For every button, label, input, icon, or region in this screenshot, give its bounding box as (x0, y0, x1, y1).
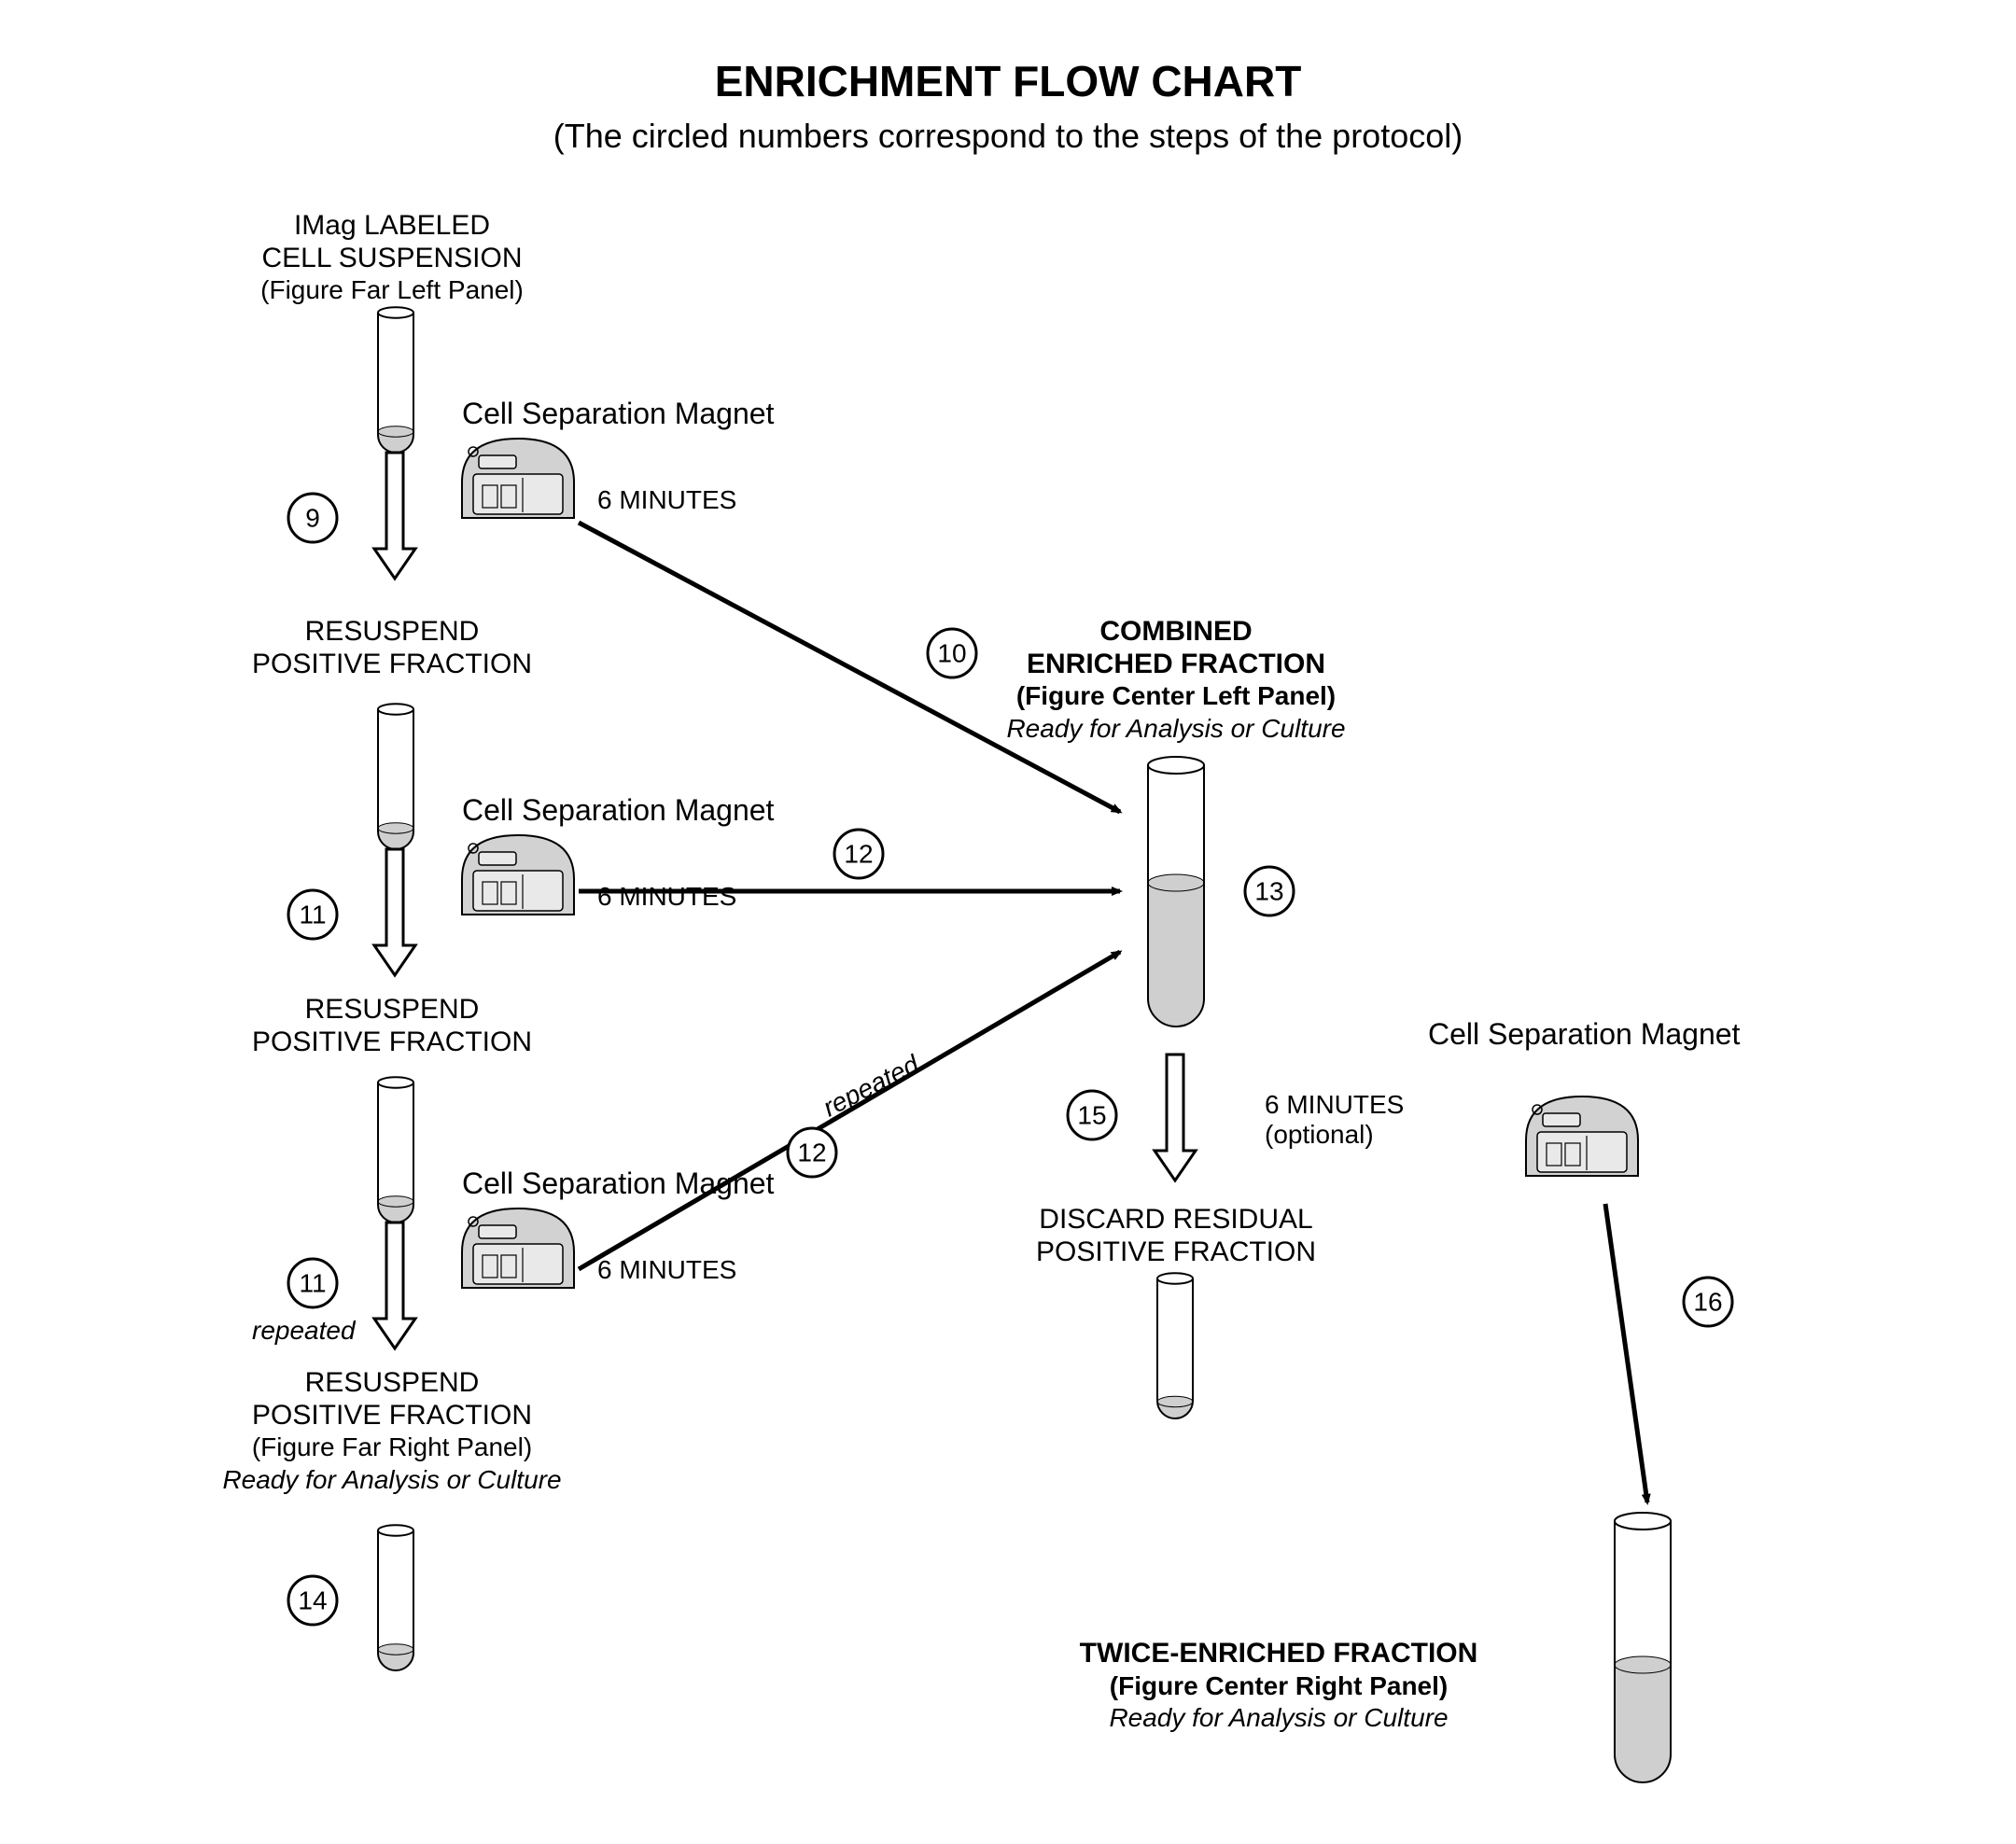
node-resuspend-final-l1: RESUSPEND (305, 1367, 480, 1398)
node-resuspend-1-l2: POSITIVE FRACTION (252, 649, 532, 679)
node-combined-l3: (Figure Center Left Panel) (1016, 681, 1336, 710)
node-twice-l1: TWICE-ENRICHED FRACTION (1080, 1638, 1478, 1669)
node-resuspend-final: RESUSPEND POSITIVE FRACTION (Figure Far … (149, 1367, 635, 1496)
node-start: IMag LABELED CELL SUSPENSION (Figure Far… (187, 210, 597, 307)
repeated-label-2: repeated (819, 1050, 924, 1124)
repeated-label-1: repeated (252, 1316, 356, 1346)
svg-text:14: 14 (298, 1586, 327, 1615)
magnet-label-3: Cell Separation Magnet (462, 1166, 774, 1201)
chart-subtitle: (The circled numbers correspond to the s… (0, 117, 2016, 156)
node-resuspend-final-l4: Ready for Analysis or Culture (222, 1465, 561, 1494)
node-resuspend-1-l1: RESUSPEND (305, 616, 480, 647)
minutes-1: 6 MINUTES (597, 485, 736, 515)
svg-text:13: 13 (1254, 877, 1283, 906)
node-twice-l3: Ready for Analysis or Culture (1109, 1703, 1448, 1732)
node-resuspend-2-l1: RESUSPEND (305, 994, 480, 1025)
minutes-2: 6 MINUTES (597, 882, 736, 912)
node-start-l3: (Figure Far Left Panel) (260, 275, 524, 304)
node-combined-l4: Ready for Analysis or Culture (1006, 714, 1345, 743)
magnet-label-2: Cell Separation Magnet (462, 793, 774, 828)
svg-text:12: 12 (797, 1139, 826, 1167)
magnet-label-1: Cell Separation Magnet (462, 397, 774, 431)
node-discard: DISCARD RESIDUAL POSITIVE FRACTION (971, 1204, 1381, 1268)
node-combined-l1: COMBINED (1099, 616, 1252, 647)
node-discard-l2: POSITIVE FRACTION (1036, 1236, 1316, 1267)
flowchart-canvas: ENRICHMENT FLOW CHART (The circled numbe… (0, 0, 2016, 1844)
svg-text:9: 9 (305, 504, 320, 533)
svg-text:12: 12 (844, 840, 873, 869)
node-combined: COMBINED ENRICHED FRACTION (Figure Cente… (933, 616, 1419, 745)
node-twice: TWICE-ENRICHED FRACTION (Figure Center R… (999, 1638, 1559, 1735)
node-resuspend-2-l2: POSITIVE FRACTION (252, 1027, 532, 1057)
node-discard-l1: DISCARD RESIDUAL (1039, 1204, 1312, 1235)
magnet-label-4: Cell Separation Magnet (1428, 1017, 1740, 1052)
node-resuspend-1: RESUSPEND POSITIVE FRACTION (187, 616, 597, 680)
node-resuspend-final-l3: (Figure Far Right Panel) (252, 1432, 532, 1461)
minutes-4-l2: (optional) (1265, 1120, 1374, 1149)
node-start-l2: CELL SUSPENSION (262, 243, 523, 273)
svg-text:15: 15 (1077, 1101, 1106, 1130)
svg-text:11: 11 (299, 1269, 326, 1298)
node-resuspend-2: RESUSPEND POSITIVE FRACTION (187, 994, 597, 1058)
minutes-4-l1: 6 MINUTES (1265, 1090, 1404, 1119)
minutes-4: 6 MINUTES (optional) (1265, 1090, 1404, 1150)
node-combined-l2: ENRICHED FRACTION (1027, 649, 1325, 679)
chart-title: ENRICHMENT FLOW CHART (0, 56, 2016, 106)
minutes-3: 6 MINUTES (597, 1255, 736, 1285)
node-resuspend-final-l2: POSITIVE FRACTION (252, 1400, 532, 1431)
svg-text:11: 11 (299, 901, 326, 929)
node-start-l1: IMag LABELED (294, 210, 490, 241)
svg-text:16: 16 (1693, 1288, 1722, 1317)
node-twice-l2: (Figure Center Right Panel) (1110, 1671, 1448, 1700)
